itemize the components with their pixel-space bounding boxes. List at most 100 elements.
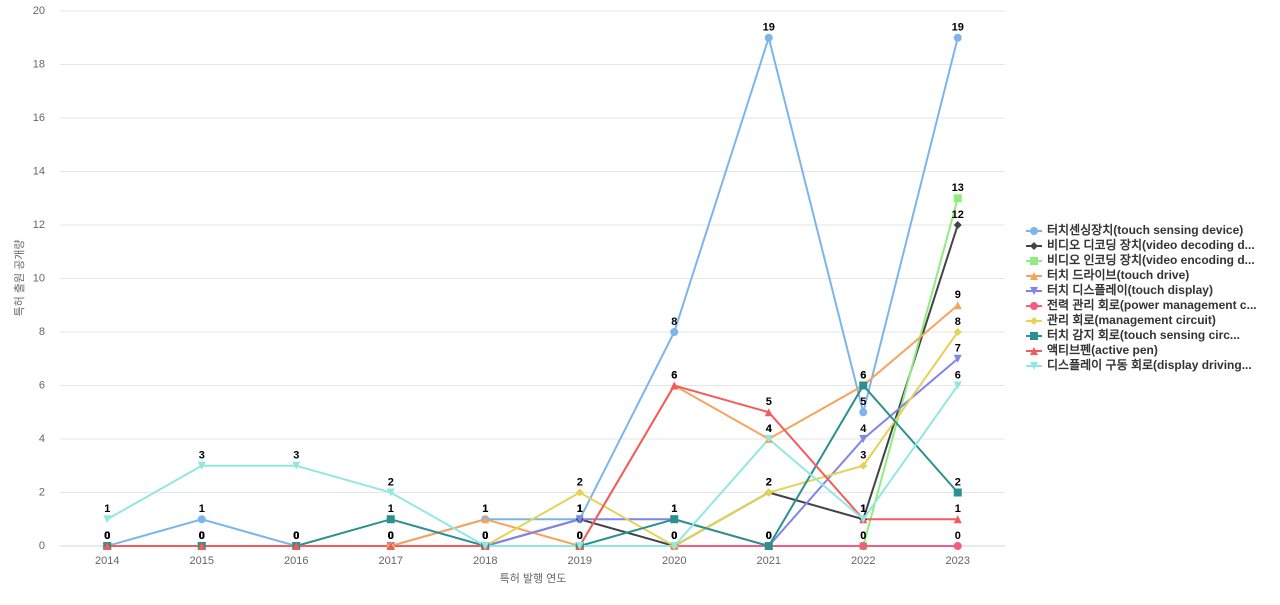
data-label: 0 [104, 530, 110, 542]
data-label: 0 [293, 530, 299, 542]
data-label: 1 [577, 503, 583, 515]
data-point [953, 354, 962, 363]
data-label: 1 [955, 503, 961, 515]
data-label: 0 [199, 530, 205, 542]
legend-label: 디스플레이 구동 회로(display driving... [1047, 357, 1252, 372]
x-tick-label: 2020 [662, 555, 686, 567]
data-label: 2 [766, 476, 772, 488]
y-tick-label: 0 [39, 540, 45, 552]
series-line [107, 357, 959, 548]
data-label: 0 [199, 530, 205, 542]
data-label: 0 [671, 530, 677, 542]
legend-label: 관리 회로(management circuit) [1047, 312, 1216, 327]
legend-marker [1030, 227, 1038, 235]
data-point [764, 488, 773, 497]
data-label: 4 [766, 423, 773, 435]
legend-label: 액티브펜(active pen) [1047, 342, 1158, 357]
data-point [764, 408, 773, 417]
data-label: 19 [952, 22, 964, 34]
data-label: 0 [293, 530, 299, 542]
x-tick-label: 2015 [190, 555, 214, 567]
data-label: 6 [955, 369, 961, 381]
data-label: 0 [199, 530, 205, 542]
y-tick-label: 2 [39, 486, 45, 498]
data-label: 0 [388, 530, 394, 542]
data-point [670, 381, 679, 390]
data-label: 6 [671, 369, 677, 381]
data-label: 2 [388, 476, 394, 488]
data-label: 0 [104, 530, 110, 542]
data-point [197, 461, 206, 470]
data-label: 0 [482, 530, 488, 542]
data-point [859, 461, 868, 470]
data-label: 0 [577, 530, 583, 542]
data-label: 0 [104, 530, 110, 542]
data-point [859, 515, 868, 524]
data-point [859, 408, 868, 417]
y-tick-label: 6 [39, 379, 45, 391]
x-axis-title: 특허 발행 연도 [500, 572, 567, 585]
data-point [764, 33, 773, 42]
legend-marker [1030, 242, 1038, 250]
data-label: 0 [104, 530, 110, 542]
data-label: 0 [482, 530, 488, 542]
data-point [103, 515, 112, 524]
data-label: 1 [482, 503, 488, 515]
legend-marker [1030, 362, 1038, 370]
series-line [107, 197, 959, 547]
data-label: 12 [952, 209, 964, 221]
data-point [764, 542, 773, 550]
data-label: 0 [671, 530, 677, 542]
data-label: 0 [199, 530, 205, 542]
data-label: 0 [766, 530, 772, 542]
data-label: 0 [293, 530, 299, 542]
data-label: 1 [860, 503, 866, 515]
data-point [575, 488, 584, 497]
legend-label: 터치 감지 회로(touch sensing circ... [1047, 327, 1240, 342]
legend-marker [1030, 257, 1038, 265]
data-point [481, 542, 490, 550]
legend-label: 전력 관리 회로(power management c... [1047, 297, 1257, 312]
data-label: 0 [293, 530, 299, 542]
data-label: 1 [199, 503, 205, 515]
data-label: 0 [293, 530, 299, 542]
data-label: 0 [293, 530, 299, 542]
data-label: 7 [955, 343, 961, 355]
data-label: 0 [482, 530, 488, 542]
y-tick-label: 18 [33, 58, 45, 70]
data-label: 9 [955, 289, 961, 301]
data-label: 0 [388, 530, 394, 542]
legend-marker [1030, 287, 1038, 295]
data-label: 0 [577, 530, 583, 542]
data-label: 5 [860, 396, 866, 408]
y-tick-label: 10 [33, 272, 45, 284]
data-label: 0 [104, 530, 110, 542]
y-tick-label: 12 [33, 219, 45, 231]
data-label: 0 [766, 530, 772, 542]
data-point [103, 542, 112, 550]
data-label: 0 [104, 530, 110, 542]
data-label: 0 [199, 530, 205, 542]
data-label: 0 [199, 530, 205, 542]
x-tick-label: 2014 [95, 555, 119, 567]
data-point [953, 328, 962, 336]
data-label: 0 [293, 530, 299, 542]
data-label: 1 [577, 503, 583, 515]
data-label: 0 [482, 530, 488, 542]
x-tick-label: 2016 [284, 555, 308, 567]
legend-label: 터치센싱장치(touch sensing device) [1047, 222, 1243, 237]
data-label: 0 [671, 530, 677, 542]
x-tick-label: 2017 [379, 555, 403, 567]
data-label: 0 [482, 530, 488, 542]
data-point [386, 515, 395, 524]
series-line [106, 384, 959, 547]
x-tick-label: 2022 [851, 555, 875, 567]
data-point [953, 488, 962, 497]
y-axis-title: 특허 출원 공개량 [13, 240, 26, 317]
data-point [575, 542, 584, 550]
y-tick-label: 20 [33, 5, 45, 17]
data-label: 6 [671, 369, 677, 381]
data-label: 6 [860, 369, 866, 381]
legend-marker [1030, 272, 1038, 280]
data-label: 2 [955, 476, 961, 488]
